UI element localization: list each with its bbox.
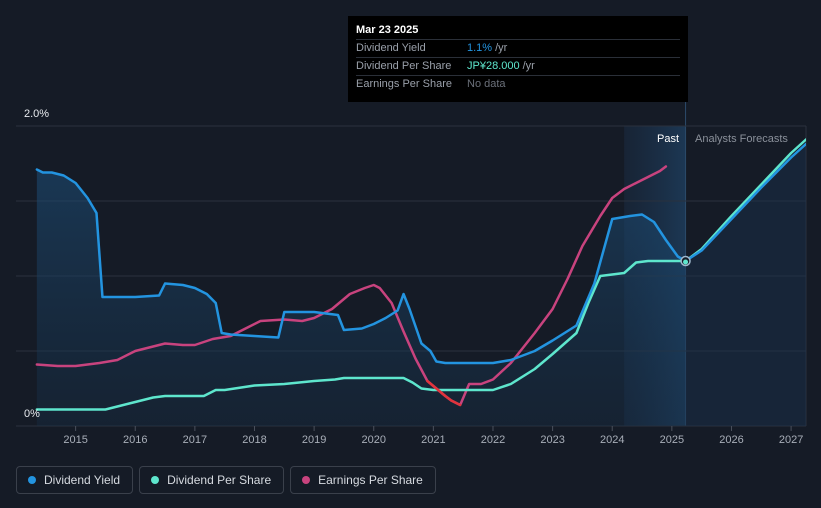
x-tick-label: 2015: [63, 434, 87, 446]
marker-inner: [683, 259, 689, 265]
legend-dividend-per-share[interactable]: Dividend Per Share: [139, 466, 285, 494]
dividend-yield-fill: [36, 169, 686, 426]
y-axis: 0% 2.0%: [24, 108, 49, 420]
current-marker: [680, 255, 691, 267]
tooltip-value: JP¥28.000: [467, 60, 520, 72]
eps-loss-segment: [426, 379, 462, 407]
x-tick-label: 2016: [123, 434, 147, 446]
x-tick-label: 2021: [421, 434, 445, 446]
tooltip-unit: /yr: [495, 42, 508, 54]
tooltip-row-dividend-yield: Dividend Yield 1.1% /yr: [356, 39, 680, 57]
forecast-fill: [685, 144, 806, 426]
x-tick-label: 2018: [242, 434, 266, 446]
forecast-segment-label: Analysts Forecasts: [695, 133, 788, 145]
past-segment-label: Past: [657, 133, 679, 145]
dividend-yield-forecast-line: [684, 142, 806, 263]
dividend-chart[interactable]: 2015 2016 2017 2018 2019 2020 2021 2022 2023 2024…: [0, 0, 821, 460]
x-tick-label: 2024: [600, 434, 624, 446]
legend-label: Dividend Per Share: [167, 473, 272, 487]
x-tick-label: 2025: [660, 434, 684, 446]
legend-dot-icon: [151, 476, 160, 484]
legend-label: Earnings Per Share: [318, 473, 423, 487]
dividend-yield-area: [36, 144, 806, 426]
x-tick-label: 2020: [361, 434, 385, 446]
x-tick-label: 2023: [540, 434, 564, 446]
tooltip-label: Earnings Per Share: [356, 78, 452, 90]
tooltip-unit: /yr: [522, 60, 535, 72]
legend-dot-icon: [28, 476, 36, 484]
x-tick-label: 2026: [719, 434, 743, 446]
x-tick-label: 2017: [183, 434, 207, 446]
legend-earnings-per-share[interactable]: Earnings Per Share: [290, 466, 436, 494]
tooltip-row-dividend-per-share: Dividend Per Share JP¥28.000 /yr: [356, 57, 680, 75]
tooltip-value: No data: [467, 78, 506, 90]
x-tick-label: 2019: [302, 434, 326, 446]
tooltip-date: Mar 23 2025: [356, 24, 419, 36]
tooltip-label: Dividend Per Share: [356, 60, 452, 72]
tooltip: Mar 23 2025 Dividend Yield 1.1% /yr Divi…: [348, 16, 688, 102]
y-tick-label: 0%: [24, 408, 40, 420]
x-tick-label: 2027: [779, 434, 803, 446]
x-tick-label: 2022: [481, 434, 505, 446]
legend: Dividend Yield Dividend Per Share Earnin…: [16, 466, 436, 494]
series-lines: [35, 138, 806, 411]
legend-dot-icon: [302, 476, 311, 484]
legend-dividend-yield[interactable]: Dividend Yield: [16, 466, 134, 494]
dividend-per-share-line: [35, 259, 687, 411]
tooltip-label: Dividend Yield: [356, 42, 426, 54]
legend-label: Dividend Yield: [44, 473, 121, 487]
earnings-per-share-line: [35, 165, 668, 407]
y-tick-label: 2.0%: [24, 108, 49, 120]
x-axis: 2015 2016 2017 2018 2019 2020 2021 2022 2023 2024…: [63, 426, 803, 446]
dividend-yield-line: [35, 168, 687, 365]
tooltip-row-earnings-per-share: Earnings Per Share No data: [356, 75, 680, 93]
tooltip-value: 1.1%: [467, 42, 493, 54]
